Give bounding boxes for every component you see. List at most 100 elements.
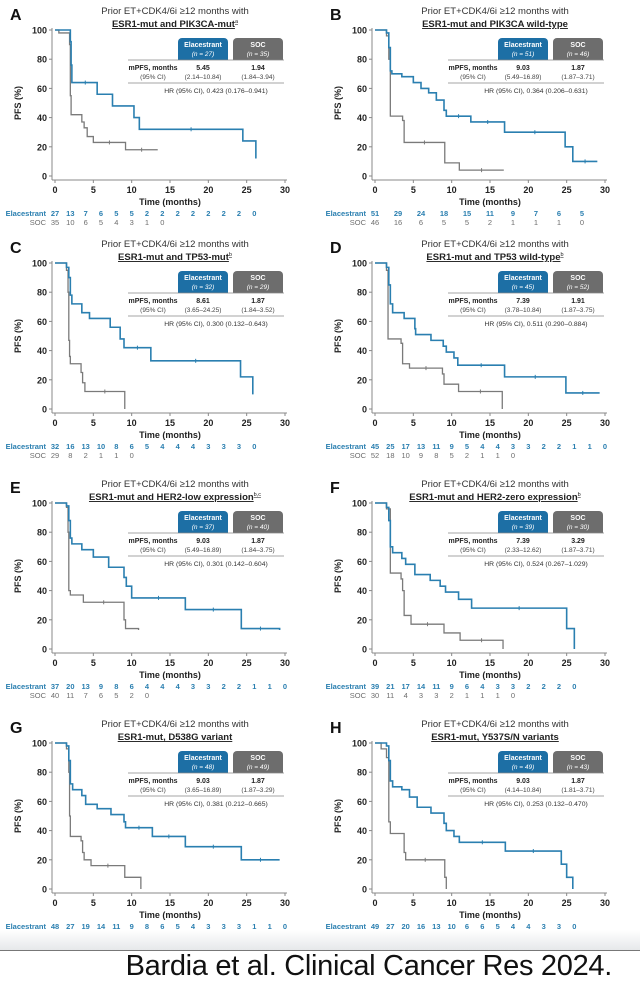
x-tick-label: 20 <box>203 418 213 428</box>
soc-header-bg-fill <box>553 48 603 60</box>
elacestrant-header-label: Elacestrant <box>184 42 222 49</box>
risk-count-elacestrant: 16 <box>66 442 74 451</box>
elacestrant-ci: (5.49–16.89) <box>185 547 222 554</box>
y-tick-label: 40 <box>357 586 367 596</box>
risk-count-soc: 4 <box>114 218 118 227</box>
risk-count-elacestrant: 1 <box>268 922 272 931</box>
elacestrant-curve <box>375 502 576 649</box>
risk-label-elacestrant: Elacestrant <box>326 682 367 691</box>
y-tick-label: 0 <box>362 885 367 895</box>
x-axis-label: Time (months) <box>459 670 521 680</box>
panel-letter: F <box>330 480 340 497</box>
y-tick-label: 60 <box>357 84 367 94</box>
risk-count-soc: 2 <box>450 691 454 700</box>
risk-count-elacestrant: 29 <box>394 209 402 218</box>
y-axis-label: PFS (%) <box>13 86 23 120</box>
risk-count-elacestrant: 21 <box>386 682 394 691</box>
risk-count-soc: 4 <box>404 691 408 700</box>
soc-header-label: SOC <box>570 515 585 522</box>
chart-subtitle: ESR1-mut, D538G variant <box>118 732 233 743</box>
risk-count-elacestrant: 4 <box>160 442 165 451</box>
y-tick-label: 20 <box>37 615 47 625</box>
risk-count-elacestrant: 18 <box>440 209 448 218</box>
x-tick-label: 30 <box>280 418 290 428</box>
risk-count-soc: 1 <box>496 691 500 700</box>
risk-count-soc: 30 <box>371 691 379 700</box>
chart-subtitle: ESR1-mut, Y537S/N variants <box>431 732 559 743</box>
y-tick-label: 0 <box>42 645 47 655</box>
km-panel-c: C Prior ET+CDK4/6i ≥12 months with ESR1-mu… <box>0 233 320 469</box>
risk-count-elacestrant: 6 <box>557 209 561 218</box>
risk-count-soc: 0 <box>511 691 515 700</box>
risk-count-elacestrant: 9 <box>511 209 515 218</box>
panel-letter: D <box>330 240 342 257</box>
elacestrant-curve <box>375 29 598 163</box>
soc-curve <box>375 502 504 649</box>
x-axis-label: Time (months) <box>459 197 521 207</box>
y-tick-label: 0 <box>362 405 367 415</box>
risk-count-elacestrant: 9 <box>99 682 103 691</box>
elacestrant-ci: (2.33–12.62) <box>505 547 542 554</box>
risk-count-elacestrant: 6 <box>160 922 164 931</box>
y-tick-label: 80 <box>357 528 367 538</box>
x-tick-label: 0 <box>52 418 57 428</box>
x-tick-label: 20 <box>523 898 533 908</box>
risk-count-elacestrant: 3 <box>222 442 226 451</box>
risk-count-soc: 7 <box>84 691 88 700</box>
risk-label-soc: SOC <box>30 691 47 700</box>
elacestrant-header-bg-fill <box>498 761 548 773</box>
chart-title: Prior ET+CDK4/6i ≥12 months with <box>421 719 569 730</box>
x-tick-label: 10 <box>447 898 457 908</box>
km-panel-f: F Prior ET+CDK4/6i ≥12 months with ESR1-mu… <box>320 473 640 709</box>
risk-count-soc: 2 <box>488 218 492 227</box>
hazard-ratio: HR (95% CI), 0.253 (0.132–0.470) <box>484 801 588 808</box>
hazard-ratio: HR (95% CI), 0.524 (0.267–1.029) <box>484 561 588 568</box>
soc-n: (n = 29) <box>247 284 270 291</box>
x-tick-label: 15 <box>165 658 175 668</box>
x-tick-label: 0 <box>372 418 377 428</box>
x-tick-label: 15 <box>165 185 175 195</box>
risk-count-soc: 52 <box>371 451 379 460</box>
risk-count-elacestrant: 3 <box>237 442 241 451</box>
soc-header-label: SOC <box>250 755 265 762</box>
elacestrant-n: (n = 49) <box>512 764 535 771</box>
risk-count-elacestrant: 5 <box>580 209 584 218</box>
x-tick-label: 25 <box>242 418 252 428</box>
y-axis-label: PFS (%) <box>13 799 23 833</box>
risk-count-elacestrant: 4 <box>176 682 181 691</box>
risk-count-soc: 6 <box>99 691 103 700</box>
risk-label-soc: SOC <box>350 451 367 460</box>
y-tick-label: 80 <box>37 528 47 538</box>
risk-count-elacestrant: 48 <box>51 922 59 931</box>
footnote-marker: a <box>235 19 239 25</box>
risk-count-elacestrant: 11 <box>112 922 120 931</box>
risk-count-elacestrant: 6 <box>465 682 469 691</box>
y-axis-label: PFS (%) <box>333 86 343 120</box>
risk-count-elacestrant: 20 <box>401 922 409 931</box>
x-tick-label: 15 <box>165 418 175 428</box>
soc-n: (n = 35) <box>247 51 270 58</box>
elacestrant-header-label: Elacestrant <box>504 755 542 762</box>
elacestrant-ci: (3.78–10.84) <box>505 307 542 314</box>
risk-count-soc: 16 <box>394 218 402 227</box>
soc-header-label: SOC <box>250 515 265 522</box>
y-tick-label: 20 <box>357 142 367 152</box>
risk-count-elacestrant: 3 <box>206 922 210 931</box>
risk-count-elacestrant: 2 <box>237 209 241 218</box>
risk-count-elacestrant: 27 <box>386 922 394 931</box>
panel-letter: G <box>10 720 22 737</box>
risk-count-elacestrant: 10 <box>447 922 455 931</box>
risk-count-elacestrant: 14 <box>97 922 106 931</box>
risk-count-elacestrant: 4 <box>176 442 181 451</box>
risk-count-elacestrant: 37 <box>51 682 59 691</box>
risk-count-elacestrant: 0 <box>283 922 287 931</box>
risk-count-elacestrant: 27 <box>66 922 74 931</box>
ci-label: (95% CI) <box>140 787 166 794</box>
soc-curve <box>55 262 126 409</box>
risk-count-elacestrant: 5 <box>176 922 180 931</box>
risk-count-soc: 2 <box>84 451 88 460</box>
risk-count-elacestrant: 17 <box>401 682 409 691</box>
km-chart-c: C Prior ET+CDK4/6i ≥12 months with ESR1-mu… <box>6 239 290 460</box>
risk-count-soc: 5 <box>114 691 118 700</box>
mpfs-label: mPFS, months <box>448 298 497 305</box>
